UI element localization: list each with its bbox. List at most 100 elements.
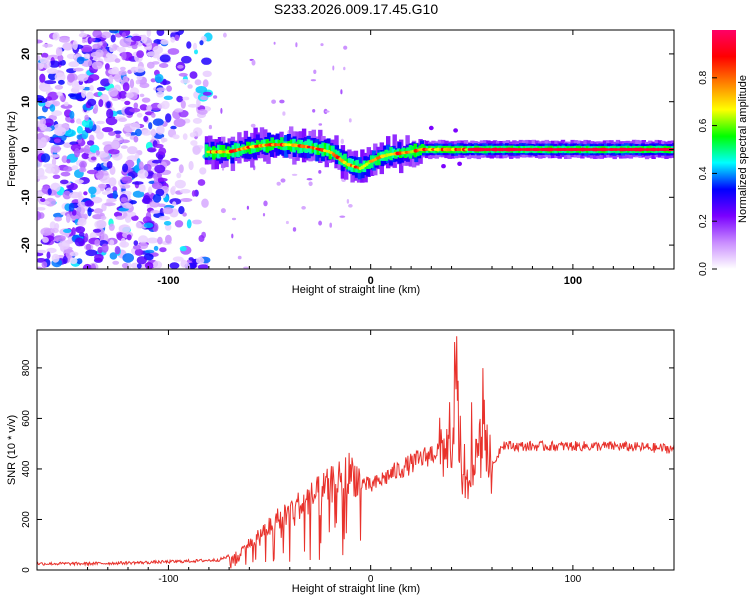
heatmap-noise-cell [201,57,212,65]
heatmap-noise-cell [62,190,72,200]
heatmap-sparse-cell [280,178,286,183]
heatmap-noise-cell [109,252,118,260]
heatmap-noise-cell [105,116,118,126]
heatmap-noise-cell [90,263,96,269]
heatmap-noise-cell [178,72,188,77]
heatmap-noise-cell [94,104,99,113]
colorbar-tick-label: 0.6 [698,118,709,132]
heatmap-noise-cell [84,200,95,207]
heatmap-noise-cell [77,217,87,227]
heatmap-noise-cell [109,239,115,246]
heatmap-noise-cell [143,115,149,122]
heatmap-noise-cell [129,122,141,130]
heatmap-noise-cell [79,160,87,169]
heatmap-noise-cell [192,145,201,155]
heatmap-sparse-cell [346,199,350,204]
heatmap-noise-cell [66,159,71,164]
y-tick-label: 400 [21,460,32,477]
heatmap-noise-cell [156,87,166,92]
heatmap-noise-cell [83,53,91,60]
heatmap-sparse-cell [273,41,276,45]
heatmap-sparse-cell [340,138,344,145]
heatmap-noise-cell [179,246,187,252]
heatmap-noise-cell [96,120,105,125]
heatmap-ridge-cell [367,160,371,169]
heatmap-noise-cell [135,79,141,85]
y-tick-label: 800 [21,359,32,376]
heatmap-noise-cell [180,79,191,84]
heatmap-noise-cell [121,176,133,184]
heatmap-noise-cell [37,39,43,44]
heatmap-noise-cell [194,49,198,55]
heatmap-noise-cell [188,160,194,171]
y-tick-label: 0 [21,567,32,573]
heatmap-noise-cell [49,221,56,230]
heatmap-noise-cell [95,49,104,58]
heatmap-noise-cell [42,43,53,48]
heatmap-noise-cell [65,213,71,223]
heatmap-sparse-cell [246,205,249,210]
heatmap-sparse-cell [250,123,256,128]
heatmap-noise-cell [85,243,92,251]
heatmap-noise-cell [76,134,83,140]
heatmap-noise-cell [188,257,194,261]
heatmap-noise-cell [114,245,121,255]
heatmap-noise-cell [125,132,132,137]
colorbar-bar [712,30,736,269]
spectrogram-cells [37,30,674,269]
heatmap-noise-cell [87,98,97,107]
heatmap-noise-cell [80,30,85,34]
heatmap-noise-cell [81,152,90,160]
heatmap-noise-cell [158,147,167,155]
heatmap-noise-cell [41,261,48,269]
heatmap-sparse-cell [237,255,242,260]
heatmap-noise-cell [81,89,87,98]
heatmap-noise-cell [170,157,179,162]
snr-series-line [37,336,674,569]
heatmap-sparse-cell [313,69,317,75]
heatmap-noise-cell [151,112,156,118]
y-tick-label: 600 [21,410,32,427]
heatmap-noise-cell [143,163,152,172]
heatmap-burst-cell [271,99,276,104]
heatmap-noise-cell [100,215,107,220]
heatmap-noise-cell [156,125,165,135]
heatmap-noise-cell [159,80,171,85]
snr-frame [36,329,675,571]
heatmap-sparse-cell [282,111,286,116]
heatmap-sparse-cell [318,123,323,126]
heatmap-noise-cell [112,43,118,51]
heatmap-noise-cell [136,50,145,58]
heatmap-sparse-cell [295,42,298,48]
heatmap-noise-cell [148,122,153,130]
heatmap-noise-cell [111,140,120,149]
heatmap-noise-cell [180,198,193,202]
heatmap-noise-cell [100,78,111,87]
heatmap-sparse-cell [279,99,285,104]
heatmap-noise-cell [37,211,42,221]
heatmap-noise-cell [136,75,143,81]
heatmap-noise-cell [131,44,138,50]
heatmap-noise-cell [195,86,208,94]
heatmap-noise-cell [45,96,53,101]
heatmap-noise-cell [160,39,169,45]
heatmap-noise-cell [49,104,56,112]
heatmap-noise-cell [76,125,83,134]
heatmap-noise-cell [119,37,132,48]
chart-title: S233.2026.009.17.45.G10 [274,1,438,17]
heatmap-core-cell [325,149,329,153]
heatmap-noise-cell [62,228,72,233]
heatmap-core-cell [565,148,569,151]
heatmap-noise-cell [101,127,114,133]
heatmap-noise-cell [82,213,88,220]
heatmap-noise-cell [52,32,60,41]
heatmap-noise-cell [154,73,164,83]
heatmap-noise-cell [155,177,168,182]
heatmap-sparse-cell [291,173,298,176]
heatmap-noise-cell [42,236,49,243]
heatmap-noise-cell [84,114,89,122]
heatmap-noise-cell [64,129,76,137]
heatmap-noise-cell [72,67,84,72]
heatmap-noise-cell [55,46,63,57]
spectrogram-x-label: Height of straight line (km) [292,284,420,296]
